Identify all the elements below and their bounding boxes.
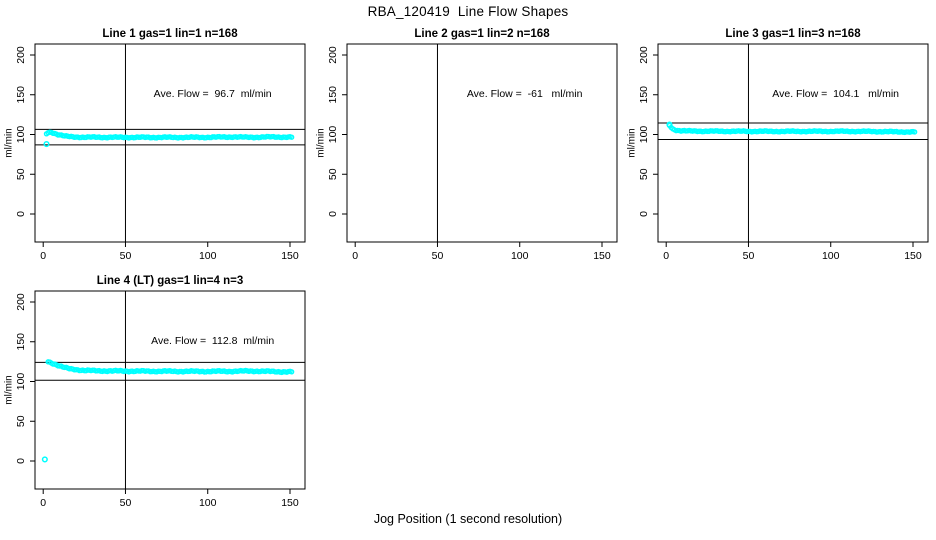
y-tick-label: 0 (638, 211, 650, 217)
data-point (288, 369, 295, 375)
y-tick-label: 150 (638, 86, 650, 104)
y-tick-label: 0 (15, 458, 27, 464)
panel-chart-4: 0 50 100 150 0 50 100 150 200 ml/min (4, 290, 306, 509)
y-tick-label: 0 (15, 211, 27, 217)
x-tick-label: 50 (120, 497, 132, 509)
ave-flow-annotation: Ave. Flow = 112.8 ml/min (151, 334, 275, 347)
x-tick-label: 0 (663, 250, 669, 262)
data-point (288, 134, 295, 140)
y-tick-label: 50 (327, 168, 339, 180)
x-tick-label: 150 (593, 250, 611, 262)
y-tick-label: 150 (327, 86, 339, 104)
y-tick-label: 100 (15, 373, 27, 391)
outlier-point (666, 121, 673, 128)
x-tick-label: 50 (743, 250, 755, 262)
x-tick-label: 150 (281, 497, 299, 509)
panel-line-4: 0 50 100 150 0 50 100 150 200 ml/min Line 4 (LT) g… (1, 275, 313, 522)
panel-title: Line 4 (LT) gas=1 lin=4 n=3 (96, 275, 244, 287)
y-tick-label: 100 (15, 126, 27, 144)
y-tick-label: 150 (15, 86, 27, 104)
outlier-point (43, 140, 50, 148)
y-tick-label: 200 (638, 46, 650, 64)
x-tick-label: 0 (40, 250, 46, 262)
x-tick-label: 100 (511, 250, 529, 262)
yaxis-unit-label: ml/min (4, 128, 15, 157)
xaxis-label: Jog Position (1 second resolution) (373, 512, 563, 526)
y-tick-label: 150 (15, 333, 27, 351)
ave-flow-annotation: Ave. Flow = 104.1 ml/min (772, 87, 900, 100)
plot-box (34, 43, 306, 243)
x-tick-label: 100 (822, 250, 840, 262)
x-tick-label: 50 (120, 250, 132, 262)
panel-line-1: 0 50 100 150 0 50 100 150 200 ml/min Line 1 gas=1 … (1, 28, 313, 275)
plot-box (34, 290, 306, 490)
data-band (43, 129, 295, 141)
x-tick-label: 50 (432, 250, 444, 262)
x-tick-label: 100 (199, 250, 217, 262)
x-tick-label: 150 (281, 250, 299, 262)
y-tick-label: 200 (15, 46, 27, 64)
y-tick-label: 100 (638, 126, 650, 144)
ave-flow-annotation: Ave. Flow = 96.7 ml/min (153, 87, 272, 100)
x-tick-label: 100 (199, 497, 217, 509)
data-band (45, 359, 295, 376)
y-tick-label: 50 (15, 168, 27, 180)
yaxis-unit-label: ml/min (627, 128, 638, 157)
x-tick-label: 0 (40, 497, 46, 509)
data-band (666, 122, 918, 136)
y-tick-label: 200 (15, 293, 27, 311)
y-tick-label: 100 (327, 126, 339, 144)
y-tick-label: 50 (638, 168, 650, 180)
panel-chart-2: 0 50 100 150 0 50 100 150 200 ml/min (316, 43, 618, 262)
y-tick-label: 200 (327, 46, 339, 64)
panel-title: Line 3 gas=1 lin=3 n=168 (725, 28, 861, 40)
x-tick-label: 0 (352, 250, 358, 262)
data-point (911, 129, 918, 135)
main-title: RBA_120419 Line Flow Shapes (367, 4, 569, 19)
plot-box (346, 43, 618, 243)
ave-flow-annotation: Ave. Flow = -61 ml/min (466, 87, 583, 100)
x-tick-label: 150 (904, 250, 922, 262)
panel-title: Line 2 gas=1 lin=2 n=168 (414, 28, 550, 40)
plot-box (657, 43, 929, 243)
panel-line-3: 0 50 100 150 0 50 100 150 200 ml/min Line 3 gas=1 … (624, 28, 936, 275)
panel-chart-3: 0 50 100 150 0 50 100 150 200 ml/min (627, 43, 929, 262)
panel-title: Line 1 gas=1 lin=1 n=168 (102, 28, 238, 40)
y-tick-label: 50 (15, 415, 27, 427)
y-tick-label: 0 (327, 211, 339, 217)
yaxis-unit-label: ml/min (316, 128, 327, 157)
yaxis-unit-label: ml/min (4, 375, 15, 404)
panel-line-2: 0 50 100 150 0 50 100 150 200 ml/min Line 2 gas=1 … (313, 28, 625, 275)
outlier-point (41, 456, 48, 463)
panel-chart-1: 0 50 100 150 0 50 100 150 200 ml/min (4, 43, 306, 262)
